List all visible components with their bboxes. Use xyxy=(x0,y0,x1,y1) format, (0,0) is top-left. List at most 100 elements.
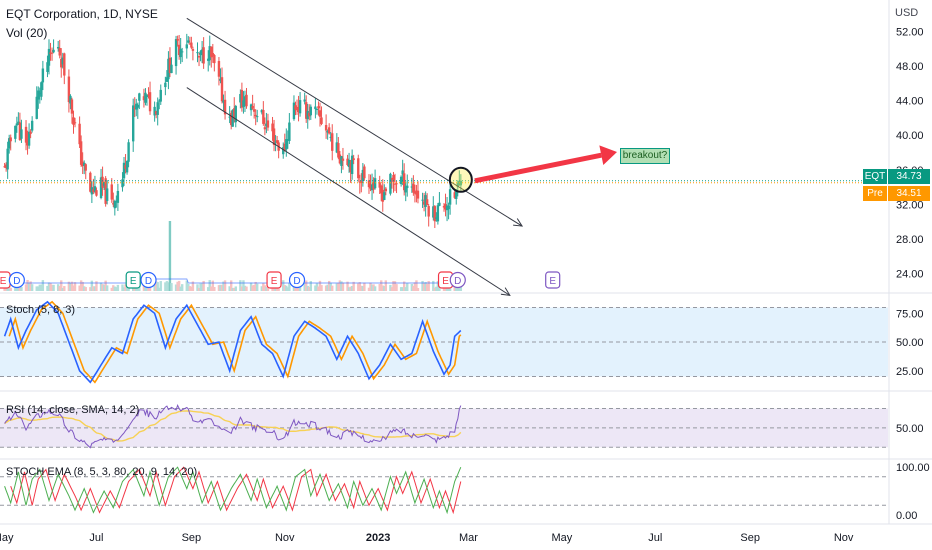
ticker-tag-label: EQT xyxy=(863,169,887,184)
candle-body xyxy=(35,96,38,119)
candle-body xyxy=(116,190,120,203)
volume-bar xyxy=(156,282,159,291)
candle-body xyxy=(412,183,415,193)
candle-body xyxy=(9,137,12,142)
candle-body xyxy=(81,161,84,167)
candle-body xyxy=(308,112,311,117)
candle-body xyxy=(256,116,259,118)
candle-body xyxy=(38,92,42,95)
volume-bar xyxy=(27,283,31,291)
candle-body xyxy=(102,182,106,186)
volume-bar xyxy=(228,286,231,291)
volume-bar xyxy=(314,285,317,291)
volume-bar xyxy=(177,280,181,291)
volume-bar xyxy=(254,281,257,291)
volume-bar xyxy=(40,284,43,291)
volume-bar xyxy=(170,283,173,291)
stoch-tick-label: 25.00 xyxy=(896,366,924,378)
volume-bar xyxy=(399,287,403,291)
breakout-annotation[interactable]: breakout? xyxy=(620,148,670,164)
candle-body xyxy=(286,139,290,141)
candle-body xyxy=(136,104,139,108)
candle-body xyxy=(315,108,319,111)
candle-body xyxy=(447,205,450,210)
candle-body xyxy=(84,164,87,171)
candle-body xyxy=(243,96,247,105)
volume-bar xyxy=(421,280,424,291)
premarket-tag-value: 34.51 xyxy=(887,186,930,201)
volume-bar xyxy=(35,286,38,291)
candle-body xyxy=(219,78,222,81)
volume-bar xyxy=(147,286,150,291)
volume-bar xyxy=(60,280,63,291)
candle-body xyxy=(341,158,345,161)
volume-bar xyxy=(286,287,290,291)
volume-bar xyxy=(424,282,427,291)
candle-body xyxy=(208,46,211,61)
candle-body xyxy=(176,39,179,41)
volume-bar xyxy=(350,285,354,291)
volume-bar xyxy=(159,281,162,291)
candle-body xyxy=(392,174,395,182)
volume-bar xyxy=(49,283,52,291)
candle-body xyxy=(320,117,323,124)
volume-bar xyxy=(167,282,170,291)
volume-bar xyxy=(361,285,365,291)
candle-body xyxy=(413,192,417,194)
last-price-tag: EQT 34.73 xyxy=(863,169,930,184)
candle-body xyxy=(223,99,227,115)
candle-body xyxy=(179,48,182,58)
volume-bar xyxy=(7,286,11,291)
volume-bar xyxy=(188,286,192,291)
volume-bar xyxy=(383,286,386,291)
candle-body xyxy=(127,142,130,162)
candle-body xyxy=(73,122,77,124)
volume-bar xyxy=(164,282,167,291)
candle-body xyxy=(384,188,388,192)
premarket-tag-label: Pre xyxy=(863,186,887,201)
volume-bar xyxy=(185,280,188,291)
x-tick-label: 2023 xyxy=(366,532,390,544)
candle-body xyxy=(297,106,300,113)
candle-body xyxy=(329,136,332,138)
candle-body xyxy=(154,111,158,115)
candle-body xyxy=(327,127,331,134)
candle-body xyxy=(190,42,193,48)
candle-body xyxy=(358,181,361,183)
event-letter-2: E xyxy=(130,276,137,287)
candle-body xyxy=(251,106,254,109)
volume-bar xyxy=(406,283,409,291)
volume-bar xyxy=(329,282,332,291)
candle-body xyxy=(145,94,149,98)
volume-bar xyxy=(29,281,32,291)
candle-body xyxy=(415,190,418,195)
volume-bar xyxy=(256,283,259,291)
candle-body xyxy=(331,133,334,151)
candle-body xyxy=(40,82,43,97)
volume-bar xyxy=(444,287,447,291)
candle-body xyxy=(444,204,447,210)
volume-bar xyxy=(142,284,146,291)
volume-bar xyxy=(436,281,440,291)
candle-body xyxy=(338,154,342,164)
volume-bar xyxy=(187,284,190,291)
volume-bar xyxy=(47,282,51,291)
volume-bar xyxy=(331,285,334,291)
volume-bar xyxy=(346,281,349,291)
candle-body xyxy=(303,99,306,102)
candle-body xyxy=(432,206,435,218)
volume-bar xyxy=(318,280,322,291)
candle-body xyxy=(292,102,296,120)
candle-body xyxy=(207,58,210,61)
candle-body xyxy=(272,128,276,146)
stoch-d-line xyxy=(8,300,462,384)
volume-bar xyxy=(243,285,247,291)
candle-body xyxy=(233,108,236,119)
stoch-tick-label: 50.00 xyxy=(896,337,924,349)
volume-bar xyxy=(81,281,84,291)
volume-bar xyxy=(9,287,12,291)
candle-body xyxy=(326,131,329,133)
candle-body xyxy=(401,170,404,175)
